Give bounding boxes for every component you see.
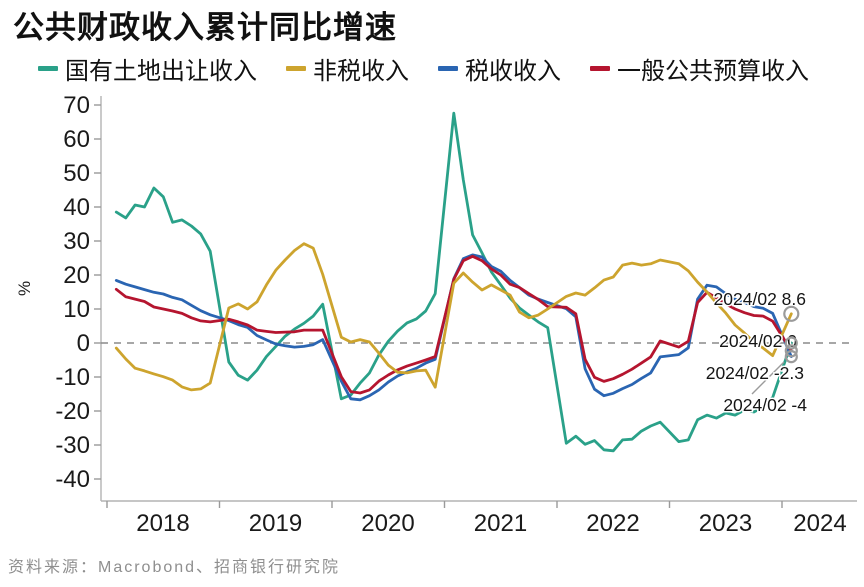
y-tick-label: 40 [63, 194, 90, 221]
x-tick-label: 2019 [249, 510, 302, 537]
legend-item-nontax-revenue: 非税收入 [286, 51, 409, 86]
legend-item-tax-revenue: 税收收入 [438, 51, 561, 86]
endpoint-marker [784, 350, 798, 364]
series-line [114, 254, 793, 395]
x-tick-label: 2024 [793, 510, 846, 537]
endpoint-marker [783, 305, 800, 322]
series-line [114, 111, 793, 453]
x-tick-label: 2022 [586, 510, 639, 537]
source-note: 资料来源：Macrobond、招商银行研究院 [8, 559, 341, 576]
legend-label-budget-revenue: 一般公共预算收入 [617, 59, 809, 85]
annotation-leader-line [751, 361, 785, 395]
legend-swatch-land-sale-revenue [38, 66, 58, 71]
y-tick-label: -40 [55, 466, 90, 493]
legend-item-budget-revenue: 一般公共预算收入 [590, 51, 809, 86]
end-value-label: 2024/02 -2.3 [706, 363, 804, 383]
endpoint-marker [784, 336, 798, 350]
series-line [114, 242, 793, 392]
legend-swatch-budget-revenue [590, 66, 610, 71]
x-tick-label: 2020 [361, 510, 414, 537]
y-tick-label: 0 [77, 330, 90, 357]
y-tick-label: 20 [63, 262, 90, 289]
y-tick-label: -30 [55, 432, 90, 459]
endpoint-marker [784, 344, 798, 358]
y-tick-label: 70 [63, 92, 90, 119]
y-tick-label: 10 [63, 296, 90, 323]
x-tick-label: 2018 [136, 510, 189, 537]
legend-label-nontax-revenue: 非税收入 [313, 59, 409, 85]
y-tick-label: -20 [55, 398, 90, 425]
x-tick-label: 2021 [474, 510, 527, 537]
end-value-label: 2024/02 8.6 [714, 289, 806, 309]
x-tick-label: 2023 [699, 510, 752, 537]
chart-legend: 国有土地出让收入 非税收入 税收收入 一般公共预算收入 [38, 51, 809, 86]
end-value-label: 2024/02 -4 [723, 395, 807, 415]
end-value-label: 2024/02 0 [719, 331, 797, 351]
y-axis-title: % [15, 281, 34, 296]
legend-label-tax-revenue: 税收收入 [465, 59, 561, 85]
y-tick-label: 30 [63, 228, 90, 255]
legend-swatch-nontax-revenue [286, 66, 306, 71]
y-tick-label: 50 [63, 160, 90, 187]
legend-swatch-tax-revenue [438, 66, 458, 71]
chart-title: 公共财政收入累计同比增速 [13, 10, 397, 45]
y-tick-label: -10 [55, 364, 90, 391]
legend-label-land-sale-revenue: 国有土地出让收入 [65, 59, 257, 85]
legend-item-land-sale-revenue: 国有土地出让收入 [38, 51, 257, 86]
y-tick-label: 60 [63, 126, 90, 153]
